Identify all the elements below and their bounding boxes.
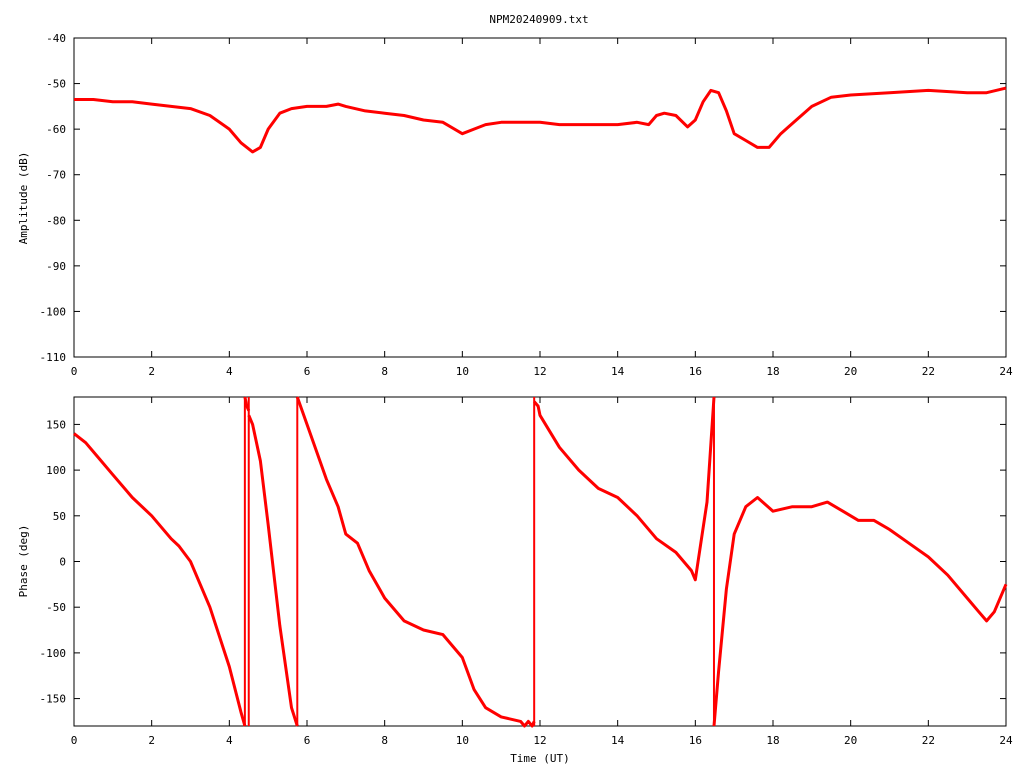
x-tick-label: 22 bbox=[922, 734, 935, 747]
x-tick-label: 16 bbox=[689, 365, 702, 378]
x-tick-label: 6 bbox=[304, 365, 311, 378]
x-tick-label: 0 bbox=[71, 365, 78, 378]
chart-title: NPM20240909.txt bbox=[489, 13, 588, 26]
x-tick-label: 4 bbox=[226, 734, 233, 747]
y-tick-label: -100 bbox=[40, 305, 67, 318]
y-tick-label: 50 bbox=[53, 510, 66, 523]
y-tick-label: -70 bbox=[46, 169, 66, 182]
y-tick-label: -100 bbox=[40, 647, 67, 660]
x-tick-label: 14 bbox=[611, 734, 625, 747]
data-series-line bbox=[74, 86, 1007, 154]
x-tick-label: 8 bbox=[381, 734, 388, 747]
y-tick-label: -50 bbox=[46, 78, 66, 91]
x-tick-label: 24 bbox=[999, 734, 1013, 747]
x-tick-label: 8 bbox=[381, 365, 388, 378]
x-tick-label: 4 bbox=[226, 365, 233, 378]
x-tick-label: 2 bbox=[148, 734, 155, 747]
x-tick-label: 10 bbox=[456, 734, 469, 747]
x-tick-label: 12 bbox=[533, 734, 546, 747]
y-tick-label: -110 bbox=[40, 351, 67, 364]
x-tick-label: 14 bbox=[611, 365, 625, 378]
y-tick-label: -60 bbox=[46, 123, 66, 136]
y-axis-label: Amplitude (dB) bbox=[17, 152, 30, 245]
y-tick-label: -80 bbox=[46, 214, 66, 227]
amplitude-panel: 0 2 4 6 8 10 12 14 16 18 20 22 24-110-100-90-80-70-6… bbox=[17, 32, 1013, 378]
x-tick-label: 2 bbox=[148, 365, 155, 378]
y-tick-label: 150 bbox=[46, 418, 66, 431]
x-tick-label: 20 bbox=[844, 734, 857, 747]
x-axis-label: Time (UT) bbox=[510, 752, 570, 765]
y-tick-label: -50 bbox=[46, 601, 66, 614]
y-tick-label: 100 bbox=[46, 464, 66, 477]
x-tick-label: 18 bbox=[766, 734, 779, 747]
x-tick-label: 10 bbox=[456, 365, 469, 378]
data-series-line bbox=[73, 396, 1008, 728]
y-tick-label: -40 bbox=[46, 32, 66, 45]
x-tick-label: 12 bbox=[533, 365, 546, 378]
y-tick-label: 0 bbox=[59, 556, 66, 569]
y-axis-label: Phase (deg) bbox=[17, 525, 30, 598]
y-tick-label: -150 bbox=[40, 693, 67, 706]
x-tick-label: 24 bbox=[999, 365, 1013, 378]
x-tick-label: 16 bbox=[689, 734, 702, 747]
x-tick-label: 6 bbox=[304, 734, 311, 747]
phase-panel: 0 2 4 6 8 10 12 14 16 18 20 22 24-150-100-5005010015… bbox=[17, 396, 1013, 765]
x-tick-label: 22 bbox=[922, 365, 935, 378]
x-tick-label: 18 bbox=[766, 365, 779, 378]
x-tick-label: 20 bbox=[844, 365, 857, 378]
y-tick-label: -90 bbox=[46, 260, 66, 273]
x-tick-label: 0 bbox=[71, 734, 78, 747]
